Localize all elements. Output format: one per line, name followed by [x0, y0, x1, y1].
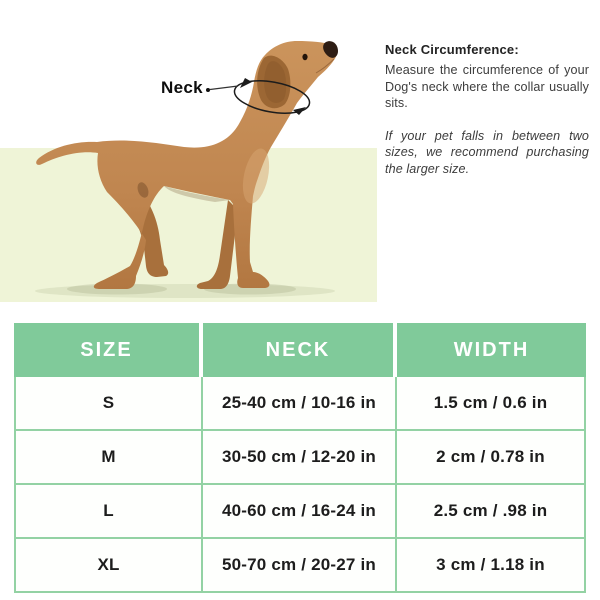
dog-shadow [35, 283, 335, 298]
instructions-body: Measure the circumference of your Dog's … [385, 63, 589, 111]
cell-width: 2 cm / 0.78 in [395, 431, 584, 483]
column-header-size: SIZE [14, 323, 203, 377]
dog-eye [302, 53, 308, 61]
size-table: SIZE NECK WIDTH S 25-40 cm / 10-16 in 1.… [14, 323, 586, 593]
size-table-header-row: SIZE NECK WIDTH [14, 323, 586, 377]
cell-width: 1.5 cm / 0.6 in [395, 377, 584, 429]
cell-size: XL [97, 555, 120, 574]
table-row: L 40-60 cm / 16-24 in 2.5 cm / .98 in [16, 483, 584, 537]
cell-neck: 50-70 cm / 20-27 in [201, 539, 395, 591]
measure-arrow-icon [240, 78, 252, 88]
instructions-block: Neck Circumference: Measure the circumfe… [385, 41, 589, 178]
cell-size: S [102, 393, 115, 412]
cell-size: L [103, 501, 114, 520]
cell-neck: 40-60 cm / 16-24 in [201, 485, 395, 537]
dog-mouth-line [315, 58, 335, 74]
measure-arrow-icon [293, 107, 306, 115]
column-header-width: WIDTH [453, 338, 530, 361]
leader-line [209, 85, 239, 91]
instructions-note: If your pet falls in between two sizes, … [385, 128, 589, 176]
dog-illustration [35, 41, 338, 298]
cell-width: 3 cm / 1.18 in [395, 539, 584, 591]
size-table-body: S 25-40 cm / 10-16 in 1.5 cm / 0.6 in M … [14, 377, 586, 593]
cell-size: M [101, 447, 116, 466]
dog-body [36, 41, 337, 289]
table-row: M 30-50 cm / 12-20 in 2 cm / 0.78 in [16, 429, 584, 483]
table-row: XL 50-70 cm / 20-27 in 3 cm / 1.18 in [16, 537, 584, 591]
measurement-diagram: Neck Neck Circumference: Measure the cir… [0, 41, 589, 302]
dog-far-legs [118, 192, 238, 289]
neck-measure-ellipse [233, 78, 311, 115]
column-header-neck: NECK [203, 323, 397, 377]
leader-dot [206, 88, 210, 92]
dog-shading [137, 148, 270, 204]
neck-callout-label: Neck [161, 78, 203, 97]
cell-neck: 25-40 cm / 10-16 in [201, 377, 395, 429]
table-row: S 25-40 cm / 10-16 in 1.5 cm / 0.6 in [16, 377, 584, 429]
cell-width: 2.5 cm / .98 in [395, 485, 584, 537]
instructions-heading: Neck Circumference: [385, 42, 519, 57]
dog-nose [323, 41, 338, 58]
cell-neck: 30-50 cm / 12-20 in [201, 431, 395, 483]
